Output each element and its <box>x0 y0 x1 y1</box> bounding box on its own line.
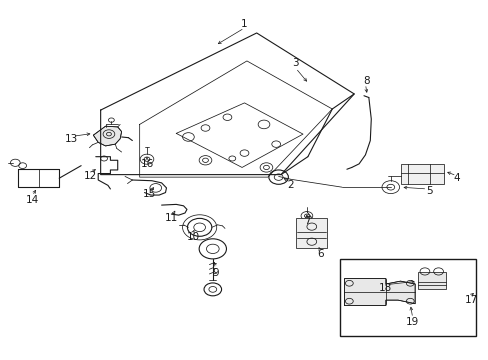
Polygon shape <box>93 126 122 146</box>
Text: 9: 9 <box>211 268 218 278</box>
Bar <box>295 218 327 248</box>
Bar <box>339 259 475 336</box>
Text: 16: 16 <box>140 159 153 169</box>
Text: 3: 3 <box>292 58 298 68</box>
Text: 6: 6 <box>316 248 323 258</box>
Text: 13: 13 <box>64 134 78 144</box>
Polygon shape <box>344 279 414 306</box>
Text: 2: 2 <box>287 180 294 190</box>
Text: 1: 1 <box>241 19 247 29</box>
Bar <box>417 272 445 289</box>
Bar <box>400 164 444 184</box>
Text: 14: 14 <box>26 195 39 205</box>
Text: 15: 15 <box>142 189 156 199</box>
Text: 19: 19 <box>405 317 419 327</box>
Text: 12: 12 <box>84 171 97 181</box>
Text: 5: 5 <box>426 186 432 196</box>
Text: 8: 8 <box>363 76 369 86</box>
Text: 10: 10 <box>186 232 200 242</box>
Text: 18: 18 <box>379 283 392 293</box>
Text: 11: 11 <box>164 213 178 222</box>
Text: 17: 17 <box>464 295 477 305</box>
Text: 4: 4 <box>452 173 459 183</box>
Text: 7: 7 <box>304 216 310 226</box>
